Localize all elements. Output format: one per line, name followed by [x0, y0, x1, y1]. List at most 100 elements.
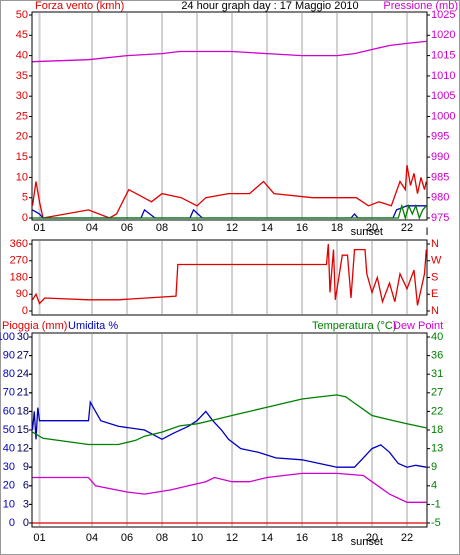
x-tick-label: 18 — [331, 532, 343, 544]
y2-tick-label: 1010 — [431, 70, 455, 82]
y2-tick-label: 22 — [431, 405, 443, 417]
plot-area — [31, 332, 428, 528]
y2-tick-label: 13 — [431, 443, 443, 455]
y-tick-label: 90 — [16, 288, 28, 300]
y-tick-label: 10 — [3, 498, 15, 510]
y-tick-label: 50 — [16, 9, 28, 21]
y2-tick-label: 9 — [431, 461, 437, 473]
x-tick-label: 01 — [33, 222, 45, 234]
x-tick-label: 06 — [121, 222, 133, 234]
y3-tick-label: 0 — [23, 517, 29, 529]
y-tick-label: 20 — [3, 480, 15, 492]
x-tick-label: 12 — [226, 532, 238, 544]
y2-tick-label: 1015 — [431, 50, 455, 62]
series-line — [32, 40, 427, 63]
y2-tick-label: 36 — [431, 350, 443, 362]
y2-tick-label: 975 — [431, 212, 449, 224]
y-tick-label: 20 — [16, 131, 28, 143]
series-label: Forza vento (kmh) — [35, 0, 124, 12]
y2-tick-label: 1000 — [431, 110, 455, 122]
annotation: sunset — [351, 226, 383, 238]
y-tick-label: 0 — [22, 305, 28, 317]
y2-tick-label: E — [431, 288, 438, 300]
series-label: Temperatura (°C) — [312, 320, 396, 332]
y-tick-label: 270 — [10, 255, 28, 267]
y-tick-label: 70 — [3, 387, 15, 399]
y3-tick-label: 9 — [23, 461, 29, 473]
y-tick-label: 80 — [3, 368, 15, 380]
y2-tick-label: 27 — [431, 387, 443, 399]
x-tick-label: 22 — [401, 222, 413, 234]
series-label: Dew Point — [393, 320, 443, 332]
y3-tick-label: 6 — [23, 480, 29, 492]
x-tick-label: 01 — [33, 532, 45, 544]
y2-tick-label: 980 — [431, 192, 449, 204]
y-tick-label: 40 — [3, 443, 15, 455]
y3-tick-label: 12 — [17, 443, 29, 455]
y3-tick-label: 27 — [17, 350, 29, 362]
y-tick-label: 0 — [22, 212, 28, 224]
series-line — [31, 243, 427, 306]
y-tick-label: 0 — [9, 517, 15, 529]
x-tick-label: 10 — [191, 532, 203, 544]
y-tick-label: 30 — [16, 90, 28, 102]
y2-tick-label: 18 — [431, 424, 443, 436]
y2-tick-label: 31 — [431, 368, 443, 380]
y3-tick-label: 15 — [17, 424, 29, 436]
y2-tick-label: 1020 — [431, 29, 455, 41]
series-label: Pioggia (mm) — [2, 320, 67, 332]
y3-tick-label: 21 — [17, 387, 29, 399]
chart-title: 24 hour graph day : 17 Maggio 2010 — [181, 0, 358, 12]
series-line — [31, 165, 427, 219]
series-line — [32, 472, 427, 503]
y2-tick-label: N — [431, 305, 439, 317]
y2-tick-label: W — [431, 255, 442, 267]
y3-tick-label: 30 — [17, 331, 29, 343]
y-tick-label: 40 — [16, 50, 28, 62]
y-tick-label: 10 — [16, 171, 28, 183]
y-tick-label: 30 — [3, 461, 15, 473]
y-tick-label: 90 — [3, 350, 15, 362]
x-tick-label: 22 — [401, 532, 413, 544]
y3-tick-label: 3 — [23, 498, 29, 510]
y-tick-label: 5 — [22, 192, 28, 204]
y2-tick-label: N — [431, 238, 439, 250]
y-tick-label: 60 — [3, 405, 15, 417]
y2-tick-label: -5 — [431, 517, 441, 529]
x-tick-label: 12 — [226, 222, 238, 234]
x-tick-label: 04 — [86, 532, 98, 544]
y3-tick-label: 24 — [17, 368, 29, 380]
x-tick-label: 04 — [86, 222, 98, 234]
annotation: sunset — [351, 536, 383, 548]
annotation: I — [425, 226, 428, 238]
x-tick-label: 06 — [121, 532, 133, 544]
y2-tick-label: -1 — [431, 498, 441, 510]
y2-tick-label: S — [431, 271, 438, 283]
y-tick-label: 45 — [16, 29, 28, 41]
x-tick-label: 14 — [261, 532, 273, 544]
x-tick-label: 14 — [261, 222, 273, 234]
x-tick-label: 08 — [156, 222, 168, 234]
y2-tick-label: 985 — [431, 171, 449, 183]
series-label: Umidita % — [68, 320, 118, 332]
y2-tick-label: 4 — [431, 480, 437, 492]
y-tick-label: 100 — [0, 331, 15, 343]
y3-tick-label: 18 — [17, 405, 29, 417]
x-tick-label: 16 — [296, 222, 308, 234]
series-line — [32, 203, 427, 221]
x-tick-label: 10 — [191, 222, 203, 234]
plot-area — [31, 11, 428, 221]
x-tick-label: 20 — [366, 532, 378, 544]
x-tick-label: 20 — [366, 222, 378, 234]
y2-tick-label: 995 — [431, 131, 449, 143]
x-tick-label: 08 — [156, 532, 168, 544]
y2-tick-label: 1025 — [431, 9, 455, 21]
y-tick-label: 15 — [16, 151, 28, 163]
y2-tick-label: 990 — [431, 151, 449, 163]
y2-tick-label: 1005 — [431, 90, 455, 102]
y-tick-label: 180 — [10, 271, 28, 283]
y-tick-label: 35 — [16, 70, 28, 82]
plot-area — [31, 239, 428, 316]
y-tick-label: 50 — [3, 424, 15, 436]
